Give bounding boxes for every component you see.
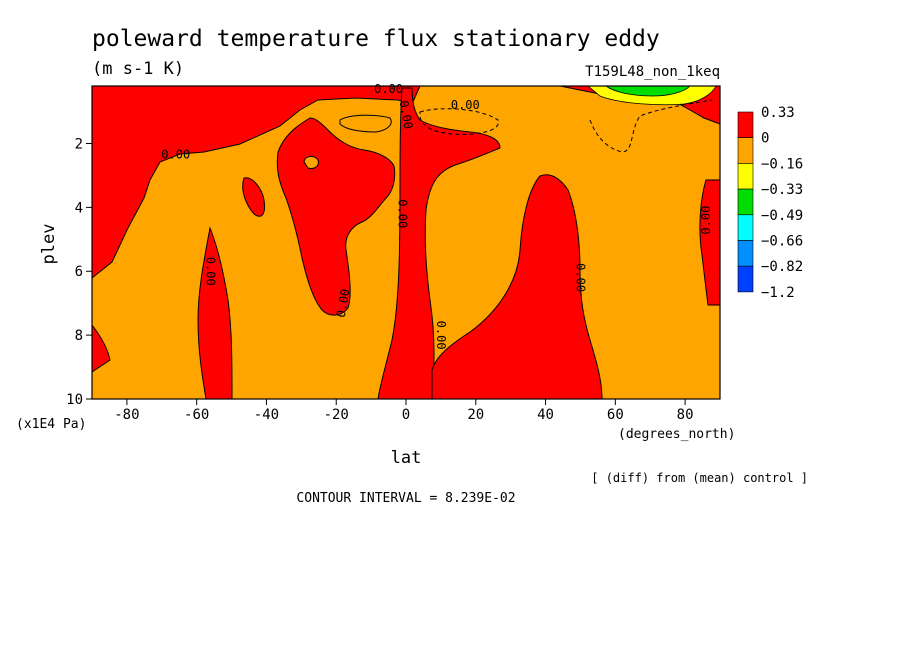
y-tick-label: 4 bbox=[75, 200, 83, 216]
colorbar-label: 0.33 bbox=[761, 105, 795, 121]
island-2 bbox=[339, 114, 392, 133]
colorbar-swatch bbox=[737, 111, 754, 139]
colorbar: 0.33 0 −0.16 −0.33 −0.49 −0.66 −0.82 −1.2 bbox=[737, 105, 803, 301]
contour-interval: CONTOUR INTERVAL = 8.239E-02 bbox=[296, 491, 515, 506]
x-tick-label: -20 bbox=[324, 407, 349, 423]
y-axis-units: (x1E4 Pa) bbox=[16, 417, 86, 432]
colorbar-label: −1.2 bbox=[761, 285, 795, 301]
y-tick-label: 8 bbox=[75, 328, 83, 344]
contour-label: 0.00 bbox=[374, 82, 403, 96]
x-tick-label: -40 bbox=[254, 407, 279, 423]
region-sh-40s-blob bbox=[242, 177, 265, 217]
band-green bbox=[604, 85, 691, 97]
island-1 bbox=[303, 155, 319, 169]
negative-extreme bbox=[586, 85, 717, 106]
contour-label: 0.00 bbox=[434, 321, 448, 350]
positive-regions bbox=[91, 85, 721, 400]
contour-label: 0.00 bbox=[334, 288, 353, 319]
region-equatorial-column bbox=[377, 87, 501, 400]
dashed-contours bbox=[419, 99, 713, 153]
x-tick-label: 0 bbox=[402, 407, 410, 423]
chart-title: poleward temperature flux stationary edd… bbox=[92, 26, 660, 52]
colorbar-label: −0.66 bbox=[761, 234, 803, 250]
colorbar-label: −0.16 bbox=[761, 156, 803, 172]
x-tick-label: 40 bbox=[537, 407, 554, 423]
colorbar-label: −0.33 bbox=[761, 182, 803, 198]
y-tick-label: 2 bbox=[75, 136, 83, 152]
x-axis-label: lat bbox=[391, 448, 422, 468]
region-nh-40n bbox=[431, 174, 603, 400]
x-axis-units: (degrees_north) bbox=[618, 427, 735, 442]
x-tick-label: 20 bbox=[467, 407, 484, 423]
colorbar-swatch bbox=[737, 214, 754, 241]
contour-label: 0.00 bbox=[161, 148, 190, 162]
colorbar-swatch bbox=[737, 240, 754, 267]
dashed-contour-2 bbox=[589, 99, 713, 153]
colorbar-swatch bbox=[737, 137, 754, 164]
footer-note: [ (diff) from (mean) control ] bbox=[591, 471, 808, 485]
contour-label: 0.00 bbox=[573, 263, 587, 292]
colorbar-label: −0.49 bbox=[761, 208, 803, 224]
colorbar-label: −0.82 bbox=[761, 259, 803, 275]
x-axis: -80 -60 -40 -20 0 20 40 60 80 bbox=[114, 399, 694, 423]
contour-label: 0.00 bbox=[699, 206, 713, 235]
y-axis-label: plev bbox=[39, 224, 59, 265]
contour-label: 0.00 bbox=[396, 199, 410, 228]
x-tick-label: -60 bbox=[184, 407, 209, 423]
orange-islands bbox=[303, 114, 392, 169]
region-sh-subtropics bbox=[276, 117, 396, 316]
region-sh-left-lower bbox=[91, 323, 111, 373]
x-tick-label: 60 bbox=[607, 407, 624, 423]
contour-label: 0.00 bbox=[397, 99, 416, 130]
region-sh-high-lat bbox=[91, 85, 421, 280]
colorbar-label: 0 bbox=[761, 131, 769, 147]
colorbar-swatch bbox=[737, 188, 754, 216]
region-nh-high-lat bbox=[699, 179, 721, 306]
x-tick-label: 80 bbox=[677, 407, 694, 423]
y-tick-label: 6 bbox=[75, 264, 83, 280]
dashed-contour-1 bbox=[419, 108, 499, 135]
run-label: T159L48_non_1keq bbox=[585, 64, 720, 80]
y-axis: 2 4 6 8 10 bbox=[66, 136, 92, 408]
units-label: (m s-1 K) bbox=[92, 59, 184, 79]
y-tick-label: 10 bbox=[66, 392, 83, 408]
contour-label: 0.00 bbox=[204, 257, 218, 286]
contour-label: 0.00 bbox=[451, 98, 480, 112]
x-tick-label: -80 bbox=[114, 407, 139, 423]
colorbar-swatch bbox=[737, 265, 754, 293]
contour-labels: 0.00 0.00 0.00 0.00 0.00 0.00 0.00 0.00 0.00 0.00 bbox=[161, 82, 713, 349]
colorbar-swatch bbox=[737, 163, 754, 190]
